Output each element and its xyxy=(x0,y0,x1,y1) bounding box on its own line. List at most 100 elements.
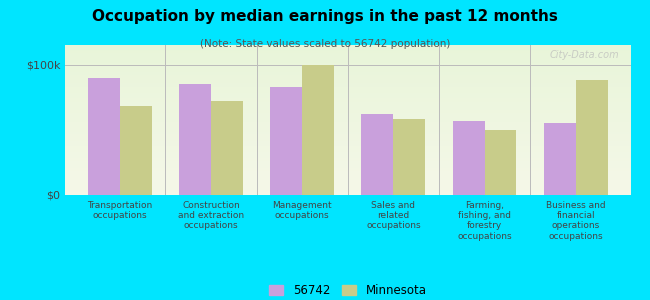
Bar xyxy=(65,69,630,70)
Bar xyxy=(65,118,630,120)
Bar xyxy=(88,78,120,195)
Bar xyxy=(65,129,630,130)
Bar xyxy=(65,85,630,87)
Bar xyxy=(65,64,630,66)
Bar xyxy=(65,48,630,50)
Bar xyxy=(65,169,630,171)
Bar xyxy=(65,123,630,124)
Bar xyxy=(65,120,630,122)
Bar xyxy=(65,147,630,148)
Bar xyxy=(65,178,630,180)
Text: (Note: State values scaled to 56742 population): (Note: State values scaled to 56742 popu… xyxy=(200,39,450,49)
Bar xyxy=(65,88,630,90)
Text: City-Data.com: City-Data.com xyxy=(549,50,619,59)
Bar xyxy=(452,121,484,195)
Bar xyxy=(179,84,211,195)
Bar xyxy=(65,82,630,84)
Bar xyxy=(65,158,630,159)
Bar xyxy=(65,81,630,82)
Bar xyxy=(65,176,630,177)
Bar xyxy=(65,164,630,165)
Bar xyxy=(576,80,608,195)
Bar xyxy=(65,92,630,93)
Bar xyxy=(65,168,630,170)
Bar xyxy=(65,165,630,166)
Bar xyxy=(65,142,630,144)
Bar xyxy=(65,63,630,64)
Bar xyxy=(65,52,630,54)
Bar xyxy=(120,106,151,195)
Bar xyxy=(65,56,630,57)
Bar xyxy=(65,180,630,182)
Bar xyxy=(65,103,630,105)
Bar xyxy=(65,98,630,99)
Bar xyxy=(65,189,630,190)
Bar xyxy=(65,153,630,154)
Bar xyxy=(211,101,243,195)
Bar xyxy=(65,84,630,86)
Bar xyxy=(393,119,425,195)
Bar xyxy=(65,105,630,106)
Bar xyxy=(65,148,630,150)
Bar xyxy=(65,50,630,51)
Bar xyxy=(65,160,630,162)
Bar xyxy=(65,102,630,104)
Bar xyxy=(65,194,630,195)
Bar xyxy=(65,114,630,116)
Bar xyxy=(65,144,630,146)
Bar xyxy=(65,192,630,194)
Bar xyxy=(65,183,630,184)
Bar xyxy=(65,154,630,156)
Bar xyxy=(65,156,630,158)
Bar xyxy=(65,128,630,129)
Bar xyxy=(65,87,630,88)
Bar xyxy=(302,64,334,195)
Bar xyxy=(65,122,630,123)
Bar xyxy=(484,130,517,195)
Bar xyxy=(65,78,630,80)
Bar xyxy=(65,70,630,72)
Bar xyxy=(65,124,630,126)
Bar xyxy=(65,150,630,152)
Bar xyxy=(65,106,630,108)
Bar xyxy=(65,61,630,63)
Bar xyxy=(65,99,630,100)
Bar xyxy=(544,123,576,195)
Bar xyxy=(65,136,630,138)
Bar xyxy=(65,190,630,192)
Bar xyxy=(65,174,630,176)
Bar xyxy=(65,159,630,160)
Bar xyxy=(65,90,630,92)
Bar xyxy=(65,66,630,68)
Bar xyxy=(65,184,630,186)
Bar xyxy=(65,68,630,69)
Bar xyxy=(65,93,630,94)
Bar xyxy=(65,75,630,76)
Bar xyxy=(65,141,630,142)
Bar xyxy=(65,72,630,74)
Bar xyxy=(65,74,630,75)
Bar xyxy=(65,140,630,141)
Bar xyxy=(65,146,630,147)
Bar xyxy=(270,87,302,195)
Bar xyxy=(361,114,393,195)
Bar xyxy=(65,58,630,60)
Bar xyxy=(65,182,630,183)
Bar xyxy=(65,51,630,52)
Bar xyxy=(65,80,630,81)
Bar xyxy=(65,94,630,96)
Bar xyxy=(65,186,630,188)
Bar xyxy=(65,45,630,46)
Bar xyxy=(65,96,630,98)
Bar xyxy=(65,130,630,132)
Bar xyxy=(65,172,630,174)
Bar xyxy=(65,177,630,178)
Bar xyxy=(65,110,630,111)
Bar xyxy=(65,135,630,136)
Bar xyxy=(65,112,630,114)
Bar xyxy=(65,76,630,78)
Bar xyxy=(65,116,630,117)
Bar xyxy=(65,134,630,135)
Bar xyxy=(65,152,630,153)
Bar xyxy=(65,171,630,172)
